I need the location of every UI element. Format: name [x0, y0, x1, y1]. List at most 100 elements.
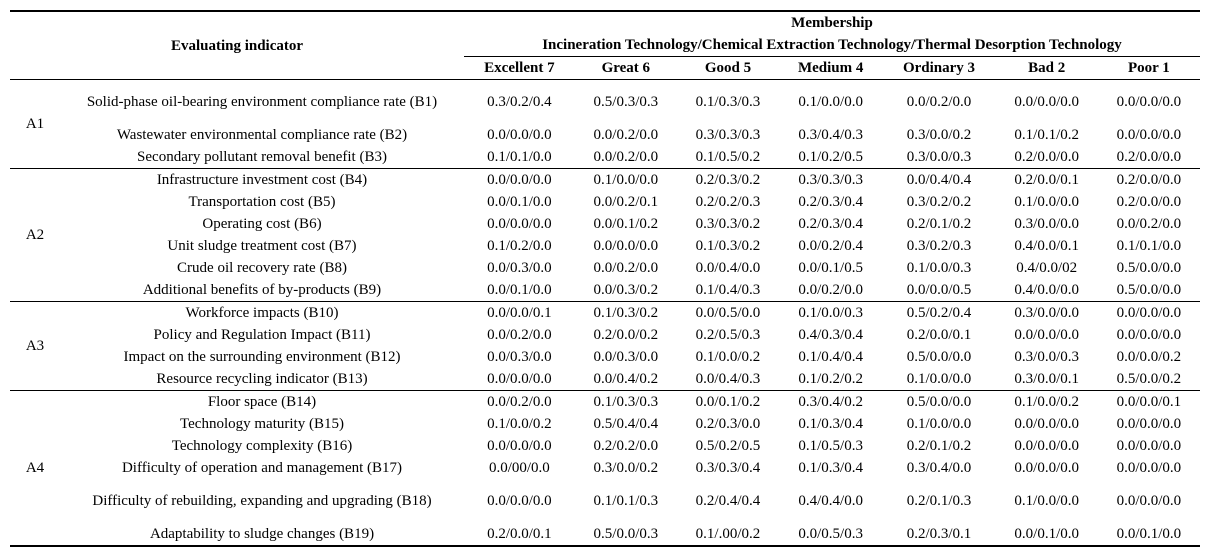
membership-cell: 0.4/0.0/02 — [1016, 260, 1078, 276]
membership-cell: 0.2/0.3/0.2 — [676, 168, 780, 191]
membership-cell: 0.5/0.2/0.4 — [882, 301, 996, 324]
membership-cell: 0.2/0.3/0.0 — [695, 416, 761, 432]
membership-cell: 0.2/0.5/0.3 — [695, 327, 761, 343]
membership-cell: 0.0/0.0/0.0 — [1116, 493, 1182, 509]
indicator: Floor space (B14) — [60, 390, 464, 413]
grade-header: Good 5 — [676, 56, 780, 80]
indicator: Transportation cost (B5) — [188, 194, 336, 210]
membership-cell: 0.0/0.2/0.4 — [798, 238, 863, 254]
membership-cell: 0.0/00/0.0 — [488, 460, 550, 476]
table-row: Crude oil recovery rate (B8) 0.0/0.3/0.0 0… — [10, 257, 1200, 279]
table-row: A2 Infrastructure investment cost (B4) 0.0… — [10, 168, 1200, 302]
membership-cell: 0.0/0.0/0.5 — [906, 282, 972, 298]
indicator: Crude oil recovery rate (B8) — [177, 260, 347, 276]
table-row: A1 Solid-phase oil-bearing environment co… — [10, 79, 1200, 169]
indicator: Operating cost (B6) — [202, 216, 322, 232]
membership-cell: 0.0/0.0/0.0 — [1014, 438, 1080, 454]
membership-cell: 0.0/0.4/0.2 — [593, 371, 659, 387]
grade-header: Ordinary 3 — [882, 56, 996, 80]
table-row: Technology complexity (B16) 0.0/0.0/0.0 0.… — [10, 435, 1200, 457]
membership-cell: 0.1/0.2/0.2 — [798, 371, 863, 387]
membership-cell: 0.0/0.0/0.0 — [1116, 416, 1182, 432]
membership-cell: 0.1/0.1/0.2 — [1014, 127, 1080, 143]
indicator: Technology maturity (B15) — [180, 416, 344, 432]
membership-cell: 0.1/0.5/0.2 — [695, 149, 761, 165]
membership-cell: 0.0/0.0/0.0 — [487, 127, 552, 143]
membership-cell: 0.5/0.3/0.3 — [574, 79, 677, 124]
membership-cell: 0.1/0.0/0.0 — [574, 168, 677, 191]
membership-cell: 0.3/0.2/0.3 — [906, 238, 972, 254]
membership-cell: 0.0/0.3/0.2 — [593, 282, 659, 298]
membership-cell: 0.3/0.0/0.1 — [1014, 371, 1080, 387]
membership-cell: 0.1/0.3/0.2 — [574, 301, 677, 324]
membership-cell: 0.2/0.1/0.2 — [906, 438, 972, 454]
membership-cell: 0.0/0.0/0.0 — [1116, 460, 1182, 476]
table-row: Policy and Regulation Impact (B11) 0.0/0.… — [10, 324, 1200, 346]
membership-cell: 0.4/0.3/0.4 — [798, 327, 863, 343]
membership-cell: 0.0/0.2/0.0 — [593, 149, 659, 165]
membership-cell: 0.1/0.0/0.0 — [906, 416, 972, 432]
membership-cell: 0.0/0.0/0.0 — [995, 79, 1098, 124]
table-row: A3 Workforce impacts (B10) 0.0/0.0/0.1 0.1/… — [10, 301, 1200, 391]
membership-cell: 0.2/0.0/0.0 — [1116, 194, 1182, 210]
membership-cell: 0.1/.00/0.2 — [676, 523, 780, 547]
membership-cell: 0.4/0.0/0.0 — [1014, 282, 1080, 298]
membership-cell: 0.0/0.3/0.0 — [487, 349, 552, 365]
membership-cell: 0.0/0.1/0.0 — [1097, 523, 1200, 547]
group-label: A1 — [10, 79, 60, 169]
membership-cell: 0.0/0.0/0.0 — [1116, 127, 1182, 143]
technologies-header: Incineration Technology/Chemical Extract… — [464, 34, 1200, 57]
membership-cell: 0.2/0.2/0.0 — [593, 438, 659, 454]
indicator: Additional benefits of by-products (B9) — [142, 282, 382, 298]
membership-cell: 0.1/0.0/0.2 — [995, 390, 1098, 413]
membership-cell: 0.3/0.0/0.3 — [906, 149, 972, 165]
table-row: A4 Floor space (B14) 0.0/0.2/0.0 0.1/0.3/0.… — [10, 390, 1200, 547]
membership-cell: 0.0/0.2/0.0 — [798, 282, 863, 298]
membership-cell: 0.0/0.0/0.0 — [1014, 327, 1080, 343]
membership-cell: 0.0/0.0/0.0 — [1097, 301, 1200, 324]
membership-cell: 0.4/0.0/0.1 — [1014, 238, 1080, 254]
membership-cell: 0.0/0.0/0.1 — [464, 301, 575, 324]
membership-cell: 0.0/0.1/0.2 — [593, 216, 659, 232]
membership-cell: 0.5/0.0/0.3 — [574, 523, 677, 547]
grade-header: Bad 2 — [995, 56, 1098, 80]
membership-cell: 0.2/0.0/0.0 — [1097, 168, 1200, 191]
membership-cell: 0.0/0.2/0.0 — [464, 390, 575, 413]
membership-cell: 0.5/0.4/0.4 — [593, 416, 659, 432]
membership-cell: 0.0/0.0/0.0 — [1014, 416, 1080, 432]
membership-cell: 0.5/0.0/0.2 — [1116, 371, 1182, 387]
membership-cell: 0.2/0.0/0.0 — [1116, 149, 1182, 165]
membership-cell: 0.2/0.1/0.2 — [906, 216, 972, 232]
indicator-header: Evaluating indicator — [10, 10, 464, 80]
membership-header: Membership — [464, 10, 1200, 34]
indicator: Resource recycling indicator (B13) — [156, 371, 368, 387]
membership-cell: 0.2/0.0/0.1 — [995, 168, 1098, 191]
group-label: A3 — [10, 301, 60, 391]
membership-cell: 0.0/0.0/0.0 — [487, 216, 552, 232]
membership-cell: 0.1/0.0/0.3 — [779, 301, 883, 324]
membership-cell: 0.0/0.2/0.1 — [593, 194, 659, 210]
membership-cell: 0.3/0.0/0.0 — [995, 301, 1098, 324]
membership-cell: 0.2/0.0/0.2 — [593, 327, 659, 343]
membership-cell: 0.5/0.0/0.0 — [906, 349, 972, 365]
membership-cell: 0.0/0.1/0.0 — [487, 194, 552, 210]
membership-cell: 0.5/0.0/0.0 — [1116, 260, 1182, 276]
table-row: Unit sludge treatment cost (B7) 0.1/0.2/0… — [10, 235, 1200, 257]
membership-cell: 0.2/0.0/0.1 — [906, 327, 972, 343]
group-label: A2 — [10, 168, 60, 302]
membership-cell: 0.0/0.3/0.0 — [593, 349, 659, 365]
membership-cell: 0.2/0.4/0.4 — [695, 493, 761, 509]
indicator: Policy and Regulation Impact (B11) — [153, 327, 371, 343]
membership-cell: 0.2/0.3/0.1 — [882, 523, 996, 547]
membership-cell: 0.0/0.0/0.0 — [1014, 460, 1080, 476]
membership-cell: 0.1/0.4/0.4 — [798, 349, 863, 365]
membership-cell: 0.0/0.2/0.0 — [1116, 216, 1182, 232]
membership-cell: 0.5/0.0/0.0 — [1116, 282, 1182, 298]
group-label: A4 — [10, 390, 60, 547]
indicator: Secondary pollutant removal benefit (B3) — [137, 149, 387, 165]
membership-cell: 0.1/0.4/0.3 — [695, 282, 761, 298]
membership-cell: 0.0/0.4/0.3 — [695, 371, 761, 387]
membership-cell: 0.1/0.2/0.0 — [487, 238, 552, 254]
membership-cell: 0.0/0.0/0.0 — [464, 168, 575, 191]
membership-cell: 0.2/0.0/0.0 — [1014, 149, 1080, 165]
